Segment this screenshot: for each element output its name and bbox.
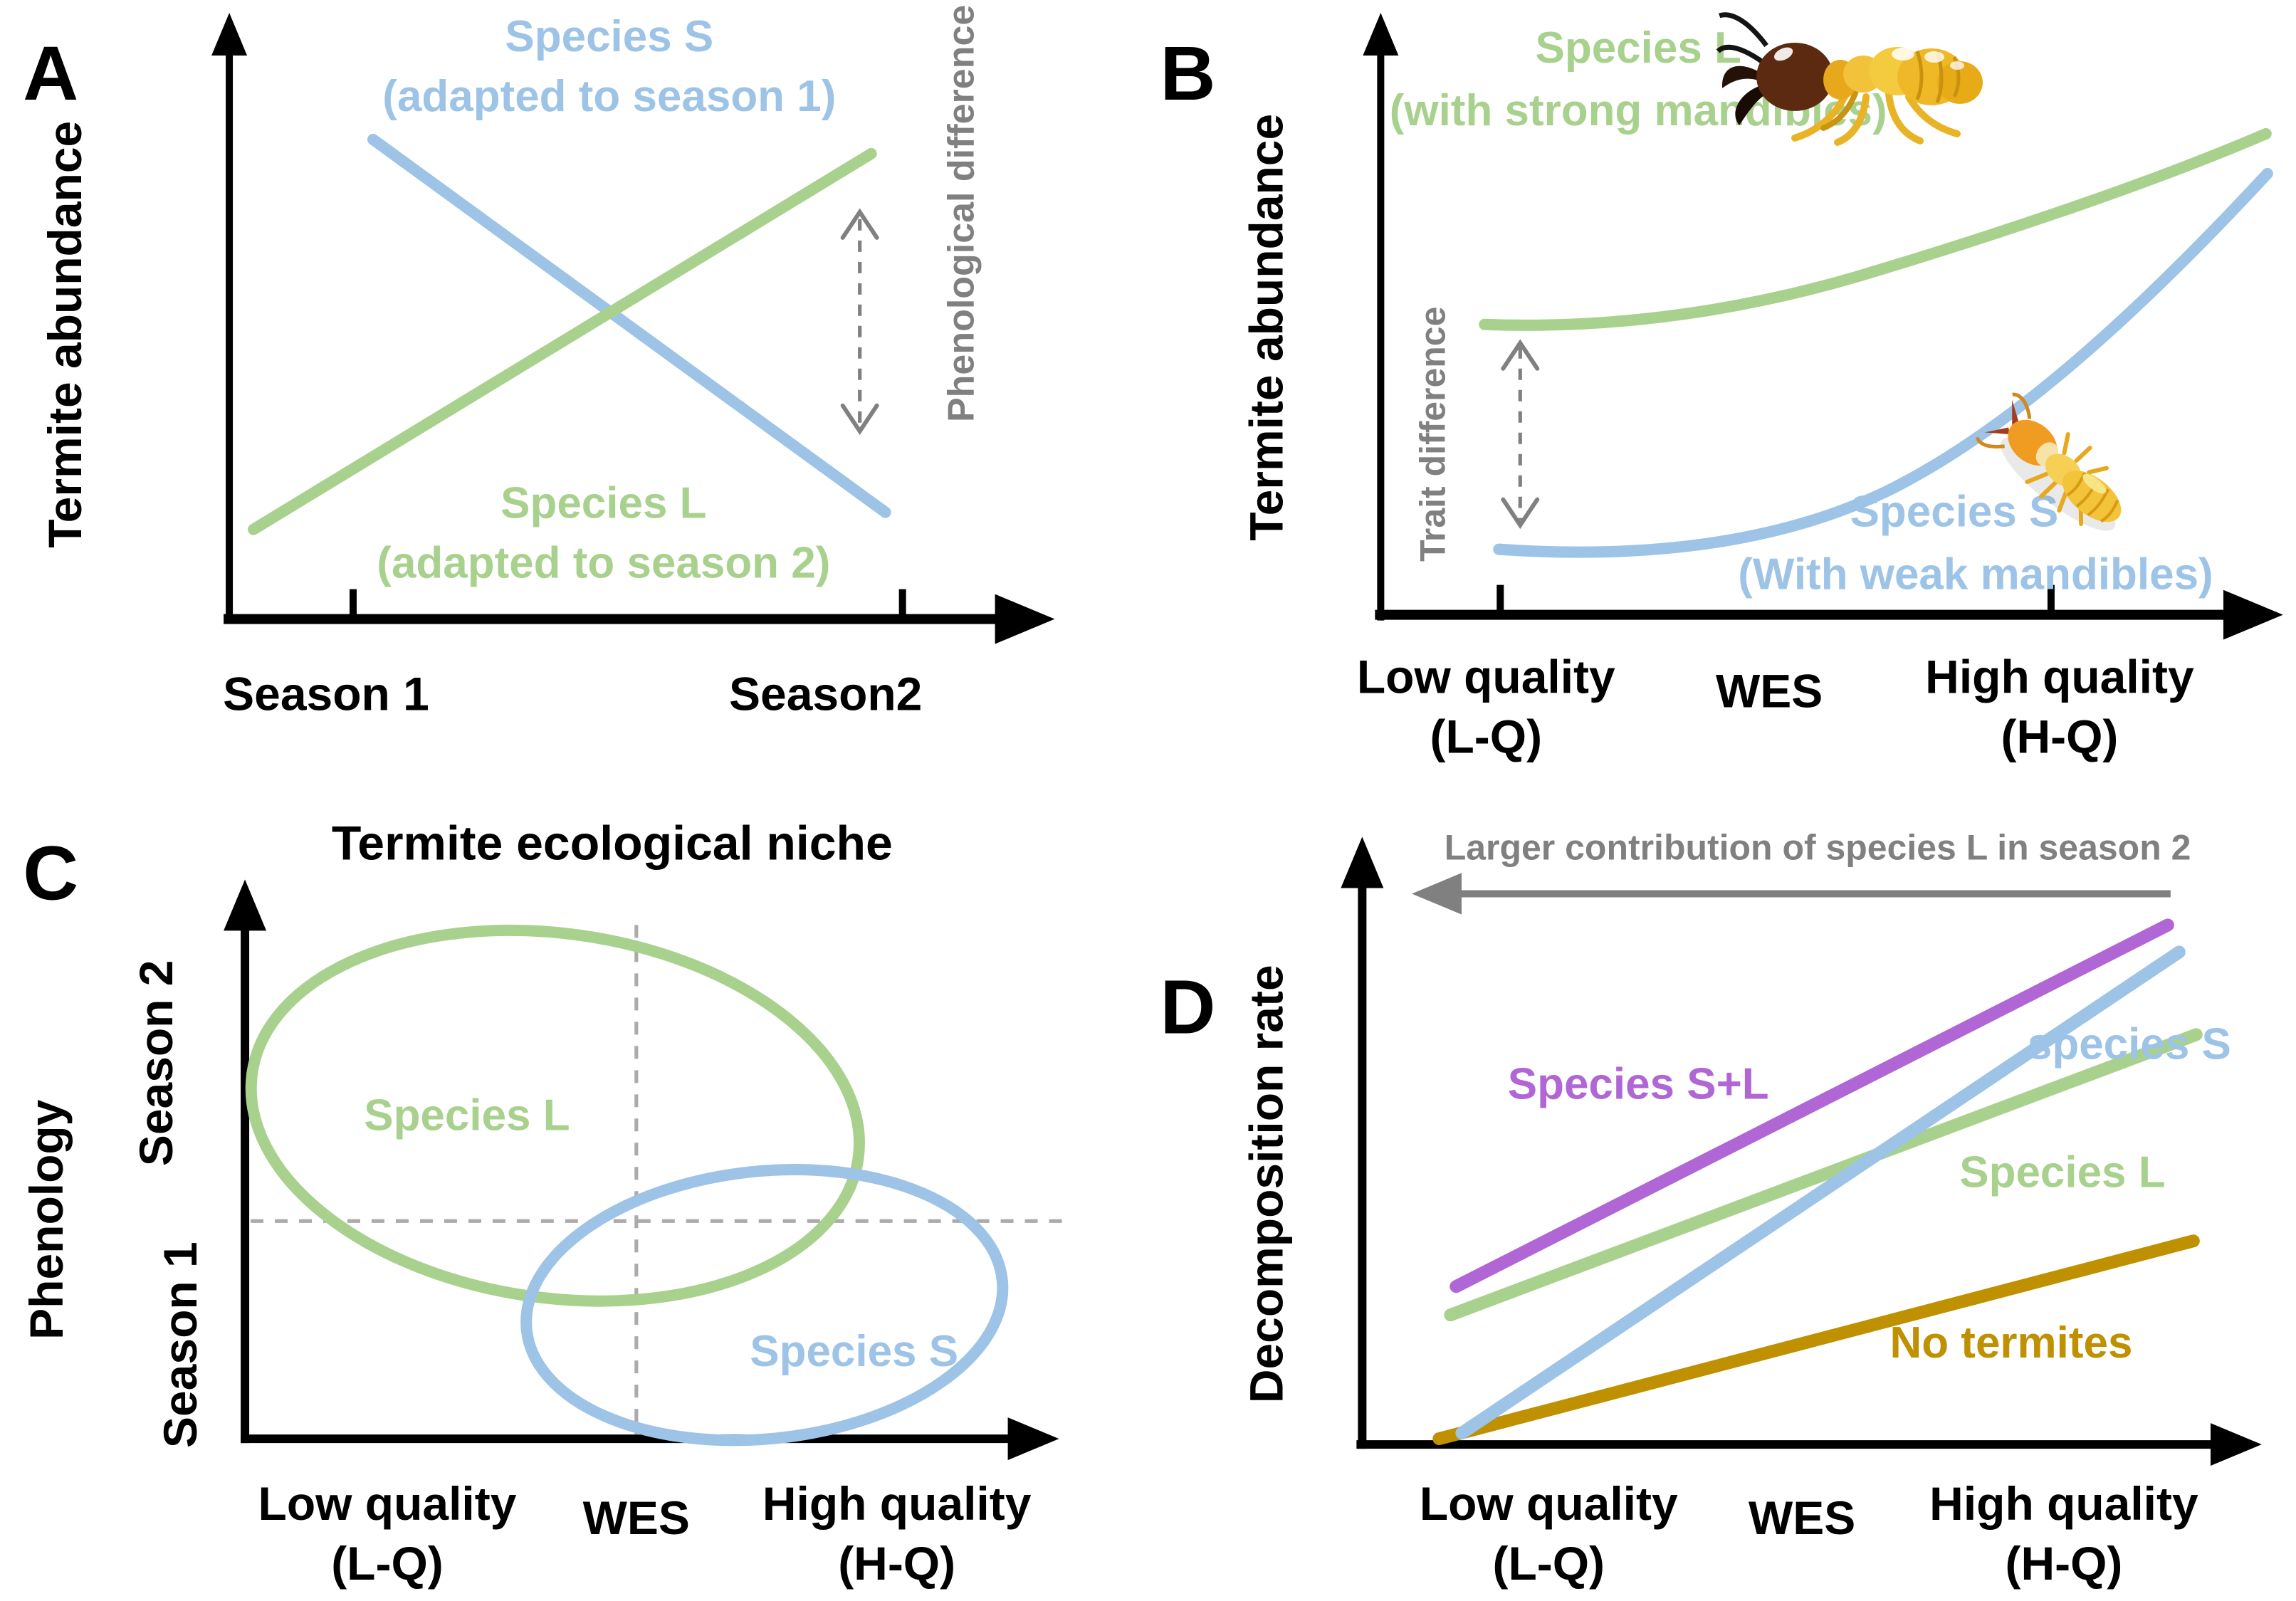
weak-mandible-termite-icon	[1975, 392, 2122, 531]
panel-d-xlabel-low-1: Low quality	[1420, 1477, 1678, 1530]
panel-a-y-axis-label: Termite abundance	[38, 121, 91, 548]
panel-b-xlabel-low-2: (L-Q)	[1430, 710, 1543, 763]
species-s-curve	[1493, 167, 2273, 558]
panel-c-ytick-season2: Season 2	[130, 960, 182, 1166]
species-s-plus-l-label: Species S+L	[1508, 1059, 1769, 1108]
leg-icon	[2057, 490, 2068, 513]
panel-b-label: B	[1160, 30, 1215, 116]
leg-icon	[2062, 432, 2070, 456]
panel-d-y-axis-label: Decomposition rate	[1239, 965, 1292, 1403]
mandible-icon	[1984, 427, 2011, 435]
antenna-icon	[1975, 436, 2005, 448]
panel-d-xlabel-wes: WES	[1749, 1491, 1855, 1544]
abdomen-stripe	[2087, 488, 2110, 517]
panel-d-xlabel-high-2: (H-Q)	[2005, 1537, 2122, 1590]
panel-d-xlabel-high-1: High quality	[1929, 1477, 2198, 1530]
species-s-plus-l-line	[1450, 918, 2174, 1293]
species-s-niche-ellipse	[520, 1164, 1009, 1447]
panel-a-xtick-season1: Season 1	[223, 668, 429, 720]
arrow-up-chevron-icon	[1501, 339, 1540, 371]
species-s-label-line1: Species S	[1850, 488, 2059, 537]
panel-a: A Termite abundance Season 1 Season2 Spe…	[23, 5, 1055, 720]
species-s-label-line2: (With weak mandibles)	[1738, 550, 2213, 599]
panel-b: B Termite abundance Low quality (L-Q) WE…	[1160, 12, 2283, 763]
leg-icon	[1885, 90, 1924, 145]
panel-a-xtick-season2: Season2	[729, 668, 922, 720]
panel-b-xlabel-wes: WES	[1716, 665, 1823, 718]
abdomen-highlight	[1924, 51, 1945, 63]
species-s-label: species S	[2028, 1019, 2231, 1069]
leg-icon	[2039, 480, 2058, 499]
panel-c-y-axis-label: Phenology	[20, 1099, 73, 1339]
leg-icon	[2074, 446, 2092, 463]
panel-c-xlabel-high-2: (H-Q)	[838, 1537, 955, 1590]
arrow-down-chevron-icon	[1501, 497, 1540, 530]
species-s-line	[367, 133, 891, 518]
species-l-label-line2: (adapted to season 2)	[377, 539, 830, 588]
panel-c-xlabel-wes: WES	[583, 1491, 690, 1544]
species-l-label: Species L	[1959, 1148, 2165, 1197]
termite-head	[1756, 42, 1834, 111]
mandible-icon	[1735, 85, 1767, 125]
panel-c-xlabel-high-1: High quality	[762, 1477, 1032, 1530]
leg-icon	[2025, 471, 2051, 484]
panel-d: D Decomposition rate Larger contribution…	[1160, 827, 2262, 1590]
species-l-line	[1444, 1028, 2203, 1322]
panel-b-xlabel-high-2: (H-Q)	[2001, 710, 2119, 763]
mandible-icon	[1722, 65, 1761, 88]
species-l-label-line1: Species L	[1536, 23, 1741, 73]
antenna-icon	[2012, 392, 2032, 419]
leg-icon	[2087, 466, 2109, 475]
panel-c-title: Termite ecological niche	[332, 816, 893, 870]
panel-c-xlabel-low-2: (L-Q)	[331, 1537, 444, 1590]
species-l-line	[248, 147, 877, 535]
species-l-label-line1: Species L	[500, 479, 706, 528]
abdomen-stripe	[2100, 499, 2119, 523]
panel-a-label: A	[23, 30, 78, 116]
arrow-down-chevron-icon	[840, 403, 879, 436]
antenna-icon	[1716, 44, 1766, 65]
panel-a-annotation: Phenological difference	[941, 5, 982, 422]
antenna-icon	[1719, 12, 1768, 48]
panel-c: C Termite ecological niche Phenology Sea…	[20, 816, 1071, 1590]
panel-b-annotation: Trait difference	[1412, 307, 1452, 562]
strong-mandible-soldier-termite-icon	[1716, 12, 1983, 146]
panel-c-ytick-season1: Season 1	[154, 1242, 206, 1448]
no-termites-label: No termites	[1890, 1318, 2133, 1368]
panel-b-xlabel-high-1: High quality	[1925, 651, 2194, 703]
head-highlight	[1773, 47, 1793, 61]
leg-icon	[1820, 88, 1860, 131]
panel-d-label: D	[1160, 963, 1215, 1049]
leg-icon	[1791, 90, 1850, 142]
no-termites-line	[1432, 1234, 2200, 1446]
mandible-icon	[2012, 399, 2019, 425]
abdomen-highlight	[2082, 473, 2107, 494]
panel-b-y-axis-label: Termite abundance	[1239, 114, 1292, 541]
species-l-label: Species L	[364, 1091, 570, 1140]
species-s-label: Species S	[750, 1327, 958, 1376]
leg-icon	[1834, 93, 1870, 146]
abdomen-stripe	[1915, 51, 1924, 100]
termite-abdomen	[2062, 471, 2122, 523]
species-s-line	[1455, 945, 2186, 1440]
panel-c-label: C	[23, 829, 78, 915]
panel-d-xlabel-low-2: (L-Q)	[1492, 1537, 1605, 1590]
species-s-label-line2: (adapted to season 1)	[382, 72, 836, 121]
panel-b-xlabel-low-1: Low quality	[1357, 651, 1615, 703]
abdomen-highlight	[1892, 47, 1915, 61]
panel-d-annotation: Larger contribution of species L in seas…	[1445, 827, 2191, 867]
arrow-up-chevron-icon	[840, 208, 879, 240]
species-l-curve	[1479, 127, 2272, 331]
abdomen-highlight	[1949, 61, 1964, 70]
leg-icon	[1905, 93, 1961, 137]
panel-c-xlabel-low-1: Low quality	[258, 1477, 517, 1530]
abdomen-stripe	[1952, 56, 1961, 98]
species-s-label-line1: Species S	[505, 12, 713, 61]
